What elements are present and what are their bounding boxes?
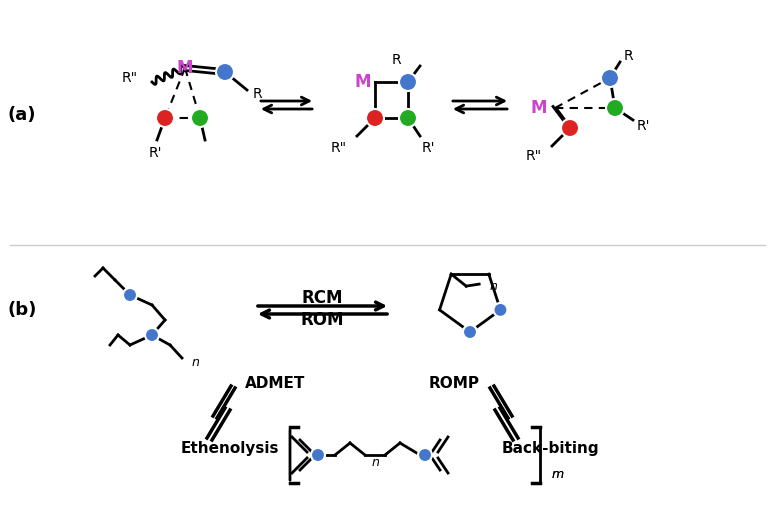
Text: R: R <box>623 49 633 63</box>
Circle shape <box>123 288 137 302</box>
Text: Ethenolysis: Ethenolysis <box>181 440 279 456</box>
Circle shape <box>366 109 384 127</box>
Circle shape <box>156 109 174 127</box>
Text: R": R" <box>122 71 138 85</box>
Circle shape <box>606 99 624 117</box>
Text: R": R" <box>526 149 542 163</box>
Text: M: M <box>531 99 547 117</box>
Text: ROMP: ROMP <box>429 375 480 391</box>
Text: R': R' <box>636 119 649 133</box>
Text: R: R <box>252 87 262 101</box>
Text: m: m <box>552 468 564 482</box>
Text: R': R' <box>148 146 162 160</box>
Text: ADMET: ADMET <box>245 375 305 391</box>
Text: (b): (b) <box>7 301 36 319</box>
Circle shape <box>494 303 508 317</box>
Circle shape <box>561 119 579 137</box>
Text: M: M <box>355 73 371 91</box>
Text: ROM: ROM <box>300 311 344 329</box>
Text: R: R <box>391 53 401 67</box>
Circle shape <box>311 448 325 462</box>
Circle shape <box>418 448 432 462</box>
Circle shape <box>601 69 619 87</box>
Text: Back-biting: Back-biting <box>502 440 600 456</box>
Text: R': R' <box>422 141 435 155</box>
Text: n: n <box>489 279 497 293</box>
Text: n: n <box>192 356 200 368</box>
Text: RCM: RCM <box>301 289 343 307</box>
Text: M: M <box>177 59 193 77</box>
Circle shape <box>216 63 234 81</box>
Text: R": R" <box>331 141 347 155</box>
Circle shape <box>191 109 209 127</box>
Circle shape <box>399 73 417 91</box>
Circle shape <box>399 109 417 127</box>
Text: m: m <box>552 468 564 482</box>
Text: (a): (a) <box>8 106 36 124</box>
Circle shape <box>145 328 159 342</box>
Circle shape <box>463 325 477 339</box>
Text: n: n <box>371 457 379 469</box>
